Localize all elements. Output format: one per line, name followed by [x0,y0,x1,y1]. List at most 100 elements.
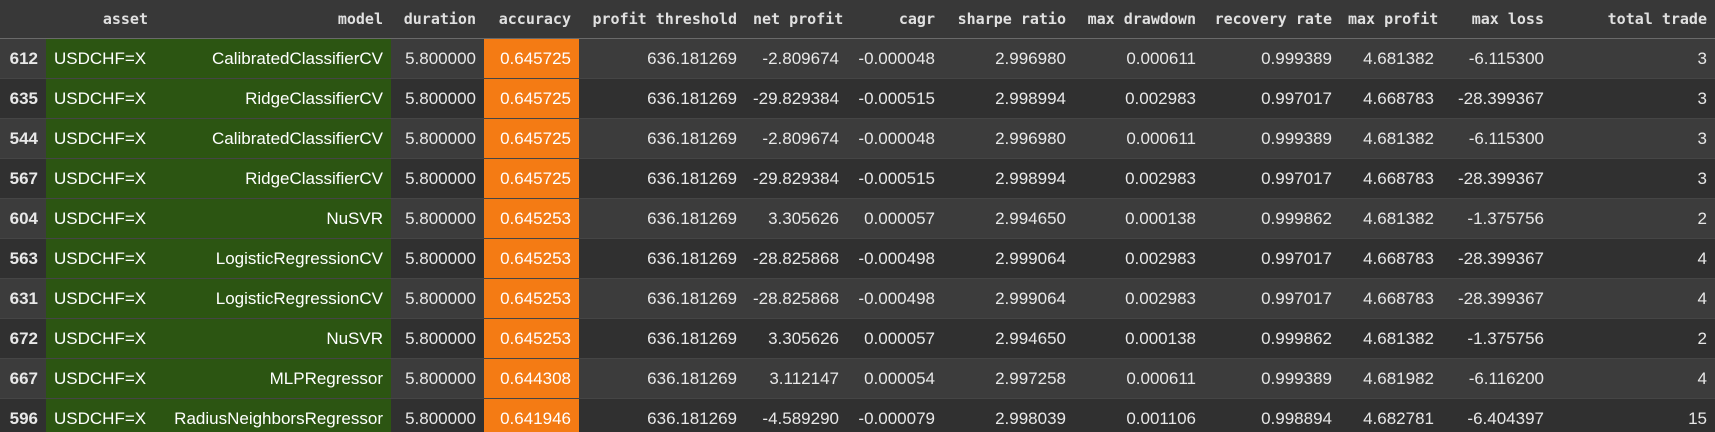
accuracy-cell: 0.644308 [484,358,579,399]
max-profit-cell: 4.681982 [1340,358,1442,399]
row-index: 631 [0,278,46,319]
asset-cell: USDCHF=X [46,278,156,319]
cagr-header: cagr [847,0,943,39]
max-drawdown-header: max drawdown [1074,0,1204,39]
sharpe-ratio-cell: 2.999064 [943,278,1074,319]
max-drawdown-cell: 0.000138 [1074,318,1204,359]
table-row: 612 USDCHF=X CalibratedClassifierCV 5.80000… [0,38,1715,79]
accuracy-cell: 0.645253 [484,318,579,359]
sharpe-ratio-cell: 2.999064 [943,238,1074,279]
asset-cell: USDCHF=X [46,198,156,239]
duration-header: duration [391,0,484,39]
net-profit-cell: -29.829384 [745,158,847,199]
table-row: 544 USDCHF=X CalibratedClassifierCV 5.80000… [0,118,1715,159]
asset-header: asset [46,0,156,39]
total-trade-cell: 15 [1552,398,1715,432]
net-profit-cell: 3.305626 [745,198,847,239]
max-loss-cell: -28.399367 [1442,238,1552,279]
max-loss-cell: -1.375756 [1442,318,1552,359]
profit-threshold-cell: 636.181269 [579,278,745,319]
max-profit-header: max profit [1340,0,1442,39]
max-profit-cell: 4.668783 [1340,238,1442,279]
total-trade-cell: 3 [1552,118,1715,159]
recovery-rate-cell: 0.997017 [1204,78,1340,119]
max-drawdown-cell: 0.001106 [1074,398,1204,432]
sharpe-ratio-cell: 2.994650 [943,198,1074,239]
row-index: 563 [0,238,46,279]
cagr-cell: -0.000079 [847,398,943,432]
accuracy-cell: 0.645253 [484,278,579,319]
model-cell: NuSVR [156,198,391,239]
accuracy-cell: 0.645253 [484,198,579,239]
cagr-cell: 0.000057 [847,198,943,239]
model-cell: RadiusNeighborsRegressor [156,398,391,432]
model-cell: NuSVR [156,318,391,359]
max-profit-cell: 4.681382 [1340,198,1442,239]
max-profit-cell: 4.681382 [1340,118,1442,159]
profit-threshold-cell: 636.181269 [579,318,745,359]
cagr-cell: -0.000515 [847,158,943,199]
max-profit-cell: 4.668783 [1340,78,1442,119]
recovery-rate-cell: 0.999862 [1204,318,1340,359]
net-profit-cell: -29.829384 [745,78,847,119]
net-profit-cell: -2.809674 [745,38,847,79]
model-cell: LogisticRegressionCV [156,238,391,279]
profit-threshold-cell: 636.181269 [579,358,745,399]
table-row: 596 USDCHF=X RadiusNeighborsRegressor 5.800… [0,398,1715,432]
asset-cell: USDCHF=X [46,358,156,399]
total-trade-cell: 3 [1552,158,1715,199]
profit-threshold-cell: 636.181269 [579,78,745,119]
max-loss-cell: -28.399367 [1442,278,1552,319]
table-row: 667 USDCHF=X MLPRegressor 5.800000 0.644308 6… [0,358,1715,399]
total-trade-cell: 4 [1552,238,1715,279]
max-loss-cell: -1.375756 [1442,198,1552,239]
max-loss-header: max loss [1442,0,1552,39]
net-profit-cell: -4.589290 [745,398,847,432]
accuracy-cell: 0.645725 [484,38,579,79]
duration-cell: 5.800000 [391,358,484,399]
cagr-cell: 0.000054 [847,358,943,399]
duration-cell: 5.800000 [391,398,484,432]
sharpe-ratio-cell: 2.997258 [943,358,1074,399]
asset-cell: USDCHF=X [46,78,156,119]
total-trade-cell: 2 [1552,318,1715,359]
row-index: 596 [0,398,46,432]
net-profit-cell: 3.305626 [745,318,847,359]
sharpe-ratio-cell: 2.998039 [943,398,1074,432]
max-profit-cell: 4.681382 [1340,38,1442,79]
max-loss-cell: -6.116200 [1442,358,1552,399]
asset-cell: USDCHF=X [46,118,156,159]
cagr-cell: -0.000048 [847,118,943,159]
sharpe-ratio-header: sharpe ratio [943,0,1074,39]
accuracy-header: accuracy [484,0,579,39]
table-row: 631 USDCHF=X LogisticRegressionCV 5.800000 0… [0,278,1715,319]
accuracy-cell: 0.645725 [484,78,579,119]
max-profit-cell: 4.682781 [1340,398,1442,432]
sharpe-ratio-cell: 2.996980 [943,118,1074,159]
net-profit-cell: -28.825868 [745,278,847,319]
table-row: 604 USDCHF=X NuSVR 5.800000 0.645253 636.1812… [0,198,1715,239]
recovery-rate-cell: 0.997017 [1204,278,1340,319]
net-profit-cell: -28.825868 [745,238,847,279]
header-row: asset model duration accuracy profit thresho… [0,0,1715,39]
row-index: 544 [0,118,46,159]
recovery-rate-cell: 0.999389 [1204,38,1340,79]
model-cell: LogisticRegressionCV [156,278,391,319]
sharpe-ratio-cell: 2.994650 [943,318,1074,359]
cagr-cell: -0.000498 [847,278,943,319]
row-index: 667 [0,358,46,399]
duration-cell: 5.800000 [391,118,484,159]
total-trade-cell: 3 [1552,78,1715,119]
sharpe-ratio-cell: 2.998994 [943,78,1074,119]
duration-cell: 5.800000 [391,238,484,279]
model-cell: RidgeClassifierCV [156,78,391,119]
accuracy-cell: 0.645253 [484,238,579,279]
profit-threshold-cell: 636.181269 [579,118,745,159]
max-drawdown-cell: 0.002983 [1074,278,1204,319]
recovery-rate-cell: 0.999389 [1204,358,1340,399]
max-loss-cell: -28.399367 [1442,158,1552,199]
cagr-cell: -0.000048 [847,38,943,79]
max-loss-cell: -6.115300 [1442,38,1552,79]
asset-cell: USDCHF=X [46,318,156,359]
